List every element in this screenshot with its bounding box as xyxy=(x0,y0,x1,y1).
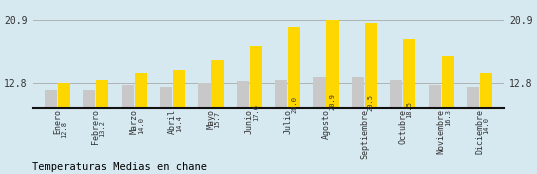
Bar xyxy=(480,73,492,174)
Text: 14.0: 14.0 xyxy=(483,117,489,134)
Text: 14.4: 14.4 xyxy=(176,115,182,132)
Bar xyxy=(121,85,134,174)
Bar xyxy=(390,80,402,174)
Text: 16.3: 16.3 xyxy=(445,109,451,126)
Bar xyxy=(173,70,185,174)
Bar xyxy=(250,46,262,174)
Bar xyxy=(288,27,300,174)
Bar xyxy=(352,77,364,174)
Bar xyxy=(212,60,223,174)
Bar xyxy=(135,73,147,174)
Bar xyxy=(96,80,108,174)
Bar xyxy=(441,56,454,174)
Text: 20.9: 20.9 xyxy=(330,93,336,110)
Text: 20.5: 20.5 xyxy=(368,94,374,111)
Bar xyxy=(314,77,325,174)
Bar xyxy=(160,87,172,174)
Bar xyxy=(83,90,96,174)
Bar xyxy=(198,83,211,174)
Text: Temperaturas Medias en chane: Temperaturas Medias en chane xyxy=(32,162,207,172)
Text: 14.0: 14.0 xyxy=(137,117,144,134)
Text: 18.5: 18.5 xyxy=(407,101,412,118)
Text: 15.7: 15.7 xyxy=(214,111,221,128)
Bar xyxy=(237,81,249,174)
Text: 13.2: 13.2 xyxy=(99,120,105,137)
Text: 17.6: 17.6 xyxy=(253,104,259,121)
Bar xyxy=(429,85,441,174)
Bar xyxy=(45,90,57,174)
Text: 12.8: 12.8 xyxy=(61,121,67,138)
Bar xyxy=(326,20,339,174)
Bar xyxy=(275,80,287,174)
Text: 20.0: 20.0 xyxy=(291,96,297,113)
Bar xyxy=(467,87,479,174)
Bar xyxy=(403,39,416,174)
Bar xyxy=(58,83,70,174)
Bar xyxy=(365,23,377,174)
